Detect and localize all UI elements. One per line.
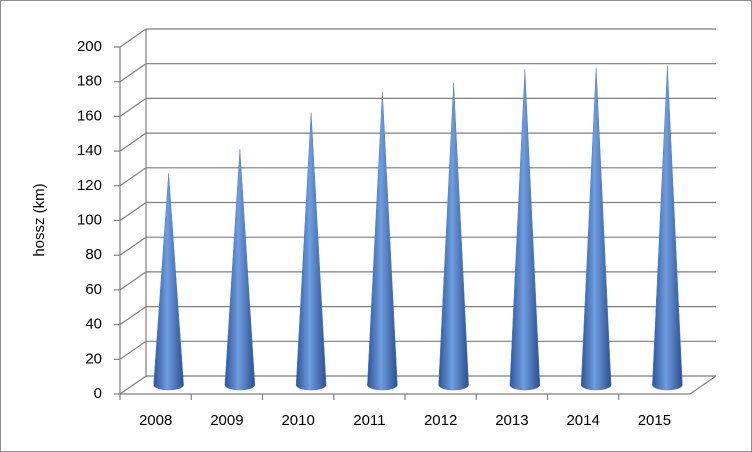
y-tick-label: 20 xyxy=(85,350,102,367)
y-axis-label: hossz (km) xyxy=(31,183,48,256)
floor xyxy=(120,375,717,395)
cone xyxy=(224,149,256,391)
x-tick-label: 2010 xyxy=(281,412,314,429)
x-tick-label: 2008 xyxy=(139,412,172,429)
cone xyxy=(295,112,327,391)
cone xyxy=(367,91,398,391)
x-tick-label: 2013 xyxy=(495,412,528,429)
y-tick-label: 140 xyxy=(77,142,102,159)
x-tick-label: 2009 xyxy=(210,412,243,429)
y-tick-label: 40 xyxy=(85,316,102,333)
y-tick-label: 60 xyxy=(85,281,102,298)
y-tick-label: 0 xyxy=(94,385,102,402)
cone xyxy=(652,65,683,391)
y-tick-label: 120 xyxy=(77,177,102,194)
cone xyxy=(153,173,184,391)
y-tick-label: 160 xyxy=(77,107,102,124)
y-tick-label: 180 xyxy=(77,73,102,90)
cone xyxy=(509,69,541,391)
y-tick-label: 200 xyxy=(77,38,102,55)
x-tick-label: 2011 xyxy=(353,412,385,429)
y-tick-label: 80 xyxy=(85,246,102,263)
x-tick-label: 2015 xyxy=(638,412,671,429)
cone xyxy=(438,83,469,391)
x-tick-label: 2014 xyxy=(566,412,599,429)
y-tick-label: 100 xyxy=(77,211,102,228)
cone xyxy=(580,67,612,391)
x-tick-label: 2012 xyxy=(424,412,457,429)
